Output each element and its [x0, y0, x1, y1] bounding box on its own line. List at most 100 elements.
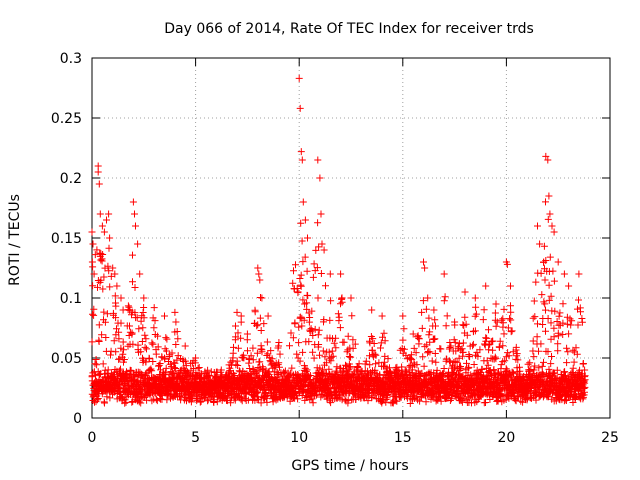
data-point — [338, 298, 346, 306]
data-point — [238, 394, 246, 402]
data-point — [256, 276, 264, 284]
data-point — [458, 345, 466, 353]
data-point — [249, 344, 257, 352]
data-point — [139, 324, 147, 332]
data-point — [326, 355, 334, 363]
data-point — [143, 345, 150, 353]
data-point — [297, 219, 305, 227]
y-tick-label: 0.1 — [60, 291, 82, 307]
data-point — [286, 342, 293, 350]
data-point — [299, 198, 307, 206]
data-point — [330, 339, 338, 347]
data-point — [430, 306, 438, 314]
data-point — [149, 358, 157, 365]
data-point — [234, 362, 242, 369]
data-point — [91, 251, 99, 259]
data-point — [372, 351, 380, 359]
data-point — [156, 360, 164, 367]
data-point — [244, 347, 251, 355]
data-point — [99, 251, 107, 258]
data-point — [461, 288, 469, 296]
data-point — [293, 350, 301, 358]
data-point — [469, 342, 477, 350]
data-point — [111, 292, 119, 300]
data-point — [232, 361, 240, 369]
data-point — [274, 344, 282, 352]
data-point — [349, 336, 357, 344]
data-point — [431, 335, 439, 343]
data-point — [400, 325, 408, 333]
data-point — [289, 334, 297, 342]
data-point — [295, 339, 303, 347]
data-point — [415, 335, 423, 343]
data-point — [294, 395, 302, 403]
data-point — [327, 297, 335, 305]
data-point — [102, 334, 110, 341]
data-point — [90, 270, 98, 278]
data-point — [344, 396, 352, 404]
data-point — [390, 389, 398, 397]
data-point — [275, 359, 283, 367]
data-point — [115, 335, 123, 343]
data-point — [168, 363, 175, 371]
data-point — [237, 334, 245, 342]
data-point — [297, 271, 305, 279]
y-tick-label: 0 — [73, 411, 82, 427]
data-point — [253, 349, 261, 357]
data-point — [112, 348, 120, 356]
data-point — [384, 355, 392, 363]
data-point — [459, 339, 467, 347]
data-point — [305, 338, 313, 346]
data-point — [176, 393, 184, 401]
data-point — [296, 313, 304, 321]
data-point — [437, 345, 445, 353]
data-point — [534, 222, 541, 230]
data-point — [106, 234, 114, 242]
data-point — [94, 162, 102, 170]
data-point — [93, 396, 101, 404]
data-point — [471, 327, 479, 335]
data-point — [101, 318, 109, 326]
data-point — [463, 331, 471, 339]
data-point — [317, 210, 325, 218]
data-point — [410, 344, 418, 352]
data-point — [480, 306, 488, 314]
data-point — [322, 282, 329, 290]
data-point — [544, 156, 552, 164]
data-point — [314, 294, 322, 302]
chart-title: Day 066 of 2014, Rate Of TEC Index for r… — [164, 21, 534, 37]
data-point — [479, 372, 487, 380]
data-point — [441, 293, 449, 301]
data-point — [326, 316, 334, 324]
data-point — [299, 258, 307, 266]
data-point — [315, 341, 323, 348]
data-point — [195, 364, 203, 371]
data-point — [140, 294, 148, 302]
data-point — [142, 335, 150, 343]
data-point — [420, 362, 428, 370]
data-point — [287, 329, 295, 337]
data-point — [432, 358, 440, 366]
data-point — [171, 308, 179, 316]
data-point — [298, 322, 306, 330]
data-point — [368, 346, 376, 354]
data-point — [297, 282, 305, 290]
data-point — [131, 210, 138, 218]
data-point — [416, 397, 424, 405]
data-point — [542, 152, 550, 160]
data-point — [536, 240, 544, 248]
data-point — [172, 365, 180, 372]
data-point — [292, 261, 299, 269]
data-point — [237, 318, 245, 326]
data-point — [368, 306, 376, 314]
data-markers — [88, 74, 589, 407]
y-axis-label: ROTI / TECUs — [7, 194, 23, 286]
data-point — [227, 399, 235, 407]
data-point — [311, 325, 319, 333]
data-point — [421, 264, 429, 272]
data-point — [97, 250, 105, 258]
data-point — [264, 312, 272, 320]
data-point — [310, 354, 318, 362]
data-point — [301, 364, 309, 372]
data-point — [484, 361, 492, 369]
